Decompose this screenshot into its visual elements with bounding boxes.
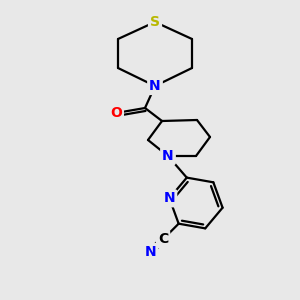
Text: N: N bbox=[149, 79, 161, 93]
Text: C: C bbox=[158, 232, 168, 246]
Text: N: N bbox=[164, 191, 175, 205]
Text: O: O bbox=[110, 106, 122, 120]
Text: N: N bbox=[162, 149, 174, 163]
Text: N: N bbox=[145, 245, 156, 259]
Text: S: S bbox=[150, 15, 160, 29]
